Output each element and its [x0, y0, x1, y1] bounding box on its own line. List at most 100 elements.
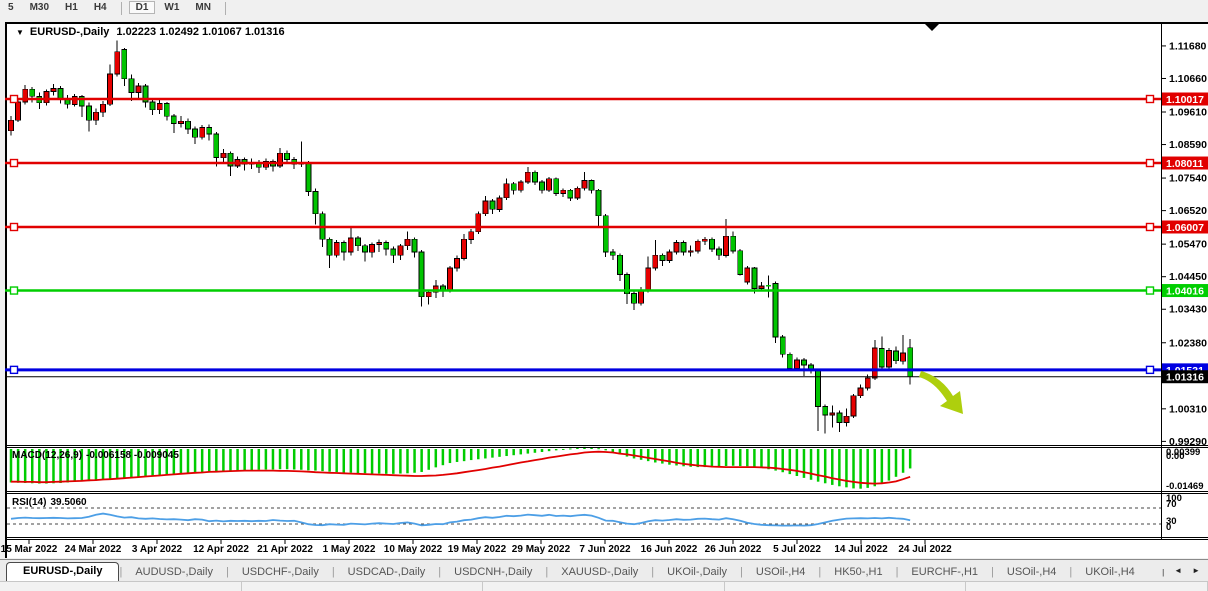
- price-axis-label: 1.06520: [1169, 205, 1207, 217]
- down-arrow-annotation[interactable]: [919, 371, 963, 414]
- date-axis-label: 16 Jun 2022: [641, 544, 698, 555]
- macd-axis-label: -0.01469: [1166, 481, 1204, 492]
- price-axis-label: 1.03430: [1169, 304, 1207, 316]
- tab-divider: |: [1162, 567, 1165, 577]
- price-badge-label: 1.06007: [1166, 222, 1204, 234]
- price-badge-label: 1.04016: [1166, 286, 1204, 298]
- price-badge-label: 1.08011: [1166, 158, 1204, 170]
- timeframe-button-D1[interactable]: D1: [128, 1, 156, 14]
- date-axis-label: 3 Apr 2022: [132, 544, 183, 555]
- timeframe-button-W1[interactable]: W1: [164, 2, 180, 13]
- line-handle[interactable]: [1145, 286, 1155, 295]
- price-axis-label: 1.05470: [1169, 239, 1207, 251]
- timeframe-button-5[interactable]: 5: [8, 2, 14, 13]
- date-axis-label: 12 Apr 2022: [193, 544, 249, 555]
- date-axis-label: 14 Jul 2022: [834, 544, 888, 555]
- tab-eurusd-daily[interactable]: EURUSD-,Daily: [6, 562, 120, 582]
- tab-bar: EURUSD-,Daily | AUDUSD-,Daily | USDCHF-,Dail…: [0, 559, 1208, 582]
- timeframe-button-H1[interactable]: H1: [65, 2, 78, 13]
- price-axis-label: 1.10660: [1169, 73, 1207, 85]
- line-handle[interactable]: [9, 222, 19, 232]
- price-badge: [1162, 370, 1208, 384]
- tab-ukoil-h4[interactable]: UKOil-,H4: [1085, 566, 1135, 578]
- date-axis-label: 5 Jul 2022: [773, 544, 821, 555]
- tab-divider: |: [331, 566, 335, 578]
- timeframe-button-MN[interactable]: MN: [195, 2, 211, 13]
- rsi-label: RSI(14) 39.5060: [12, 497, 87, 508]
- line-handle[interactable]: [9, 286, 19, 295]
- macd-label: MACD(12,26,9) -0.006158 -0.009045: [12, 450, 179, 461]
- tab-divider: |: [119, 566, 123, 578]
- tab-divider: |: [545, 566, 549, 578]
- tab-divider: |: [651, 566, 655, 578]
- price-axis-label: 1.09610: [1169, 106, 1207, 118]
- tab-usoil-h4[interactable]: USOil-,H4: [755, 566, 806, 578]
- price-badge-label: 1.01316: [1166, 372, 1204, 384]
- toolbar-divider: [120, 2, 122, 15]
- line-handle[interactable]: [9, 94, 19, 104]
- tab-eurchf-h1[interactable]: EURCHF-,H1: [911, 566, 979, 578]
- tab-usdchf-daily[interactable]: USDCHF-,Daily: [241, 566, 319, 578]
- price-axis-label: 0.99290: [1169, 436, 1207, 448]
- tab-divider: |: [1069, 566, 1073, 578]
- price-axis-label: 1.08590: [1169, 139, 1207, 151]
- date-axis-label: 29 May 2022: [512, 544, 571, 555]
- date-axis-label: 7 Jun 2022: [579, 544, 631, 555]
- date-axis-label: 21 Apr 2022: [257, 544, 313, 555]
- line-handle[interactable]: [1145, 158, 1155, 168]
- timeframe-toolbar: 5 M30 H1 H4 D1 W1 MN: [0, 0, 1208, 22]
- rsi-axis-label: 70: [1166, 499, 1177, 510]
- tab-audusd-daily[interactable]: AUDUSD-,Daily: [135, 566, 213, 578]
- date-axis-label: 26 Jun 2022: [705, 544, 762, 555]
- tab-usdcnh-daily[interactable]: USDCNH-,Daily: [454, 566, 533, 578]
- tab-divider: |: [740, 566, 743, 578]
- date-axis-label: 19 May 2022: [448, 544, 507, 555]
- macd-axis-label: 0.00399: [1166, 447, 1200, 458]
- macd-histogram: [9, 446, 912, 489]
- price-axis-label: 1.11680: [1169, 40, 1207, 52]
- rsi-axis-label: 100: [1166, 493, 1182, 504]
- tab-scroll-left-icon[interactable]: ◄: [1174, 565, 1183, 575]
- status-bar: [0, 581, 1208, 591]
- line-handle[interactable]: [9, 158, 19, 168]
- macd-axis-label: 0.00: [1166, 451, 1185, 462]
- timeframe-button-M30[interactable]: M30: [29, 2, 50, 13]
- tab-divider: |: [991, 566, 994, 578]
- price-badge-label: 1.10017: [1166, 94, 1204, 106]
- tab-usdcad-daily[interactable]: USDCAD-,Daily: [347, 566, 426, 578]
- price-axis-label: 1.02380: [1169, 337, 1207, 349]
- tab-ukoil-daily[interactable]: UKOil-,Daily: [667, 566, 728, 578]
- price-badge: [1162, 92, 1208, 106]
- tab-scroll-right-icon[interactable]: ►: [1192, 565, 1200, 575]
- toolbar-divider: [224, 2, 226, 15]
- symbol-dropdown-icon[interactable]: ▼: [16, 28, 24, 37]
- line-handle[interactable]: [9, 365, 19, 375]
- tab-hk50-h1[interactable]: HK50-,H1: [834, 566, 883, 578]
- tab-xauusd-daily[interactable]: XAUUSD-,Daily: [561, 566, 639, 578]
- timeframe-button-H4[interactable]: H4: [93, 2, 107, 13]
- date-axis-label: 10 May 2022: [384, 544, 443, 555]
- price-badge: [1162, 284, 1208, 298]
- tab-divider: |: [225, 566, 229, 578]
- price-axis-label: 1.00310: [1169, 403, 1207, 415]
- line-handle[interactable]: [1145, 94, 1155, 104]
- rsi-axis-label: 0: [1166, 522, 1171, 533]
- rsi-line: [10, 512, 911, 527]
- tab-divider: |: [438, 566, 442, 578]
- chart-shift-marker-icon[interactable]: [925, 24, 939, 31]
- date-axis-label: 24 Mar 2022: [65, 544, 122, 555]
- macd-signal-line: [11, 450, 911, 485]
- tab-usoil-h4[interactable]: USOil-,H4: [1006, 566, 1057, 578]
- price-badge: [1162, 220, 1208, 234]
- price-axis-label: 1.04450: [1169, 271, 1207, 283]
- rsi-axis-label: 30: [1166, 516, 1177, 527]
- tab-divider: |: [895, 566, 899, 578]
- chart-title: ▼ EURUSD-,Daily 1.02223 1.02492 1.01067 1.…: [16, 26, 285, 38]
- line-handle[interactable]: [1145, 365, 1155, 375]
- price-badge: [1162, 156, 1208, 170]
- date-axis-label: 15 Mar 2022: [1, 544, 58, 555]
- line-handle[interactable]: [1145, 222, 1155, 232]
- date-axis-label: 1 May 2022: [323, 544, 376, 555]
